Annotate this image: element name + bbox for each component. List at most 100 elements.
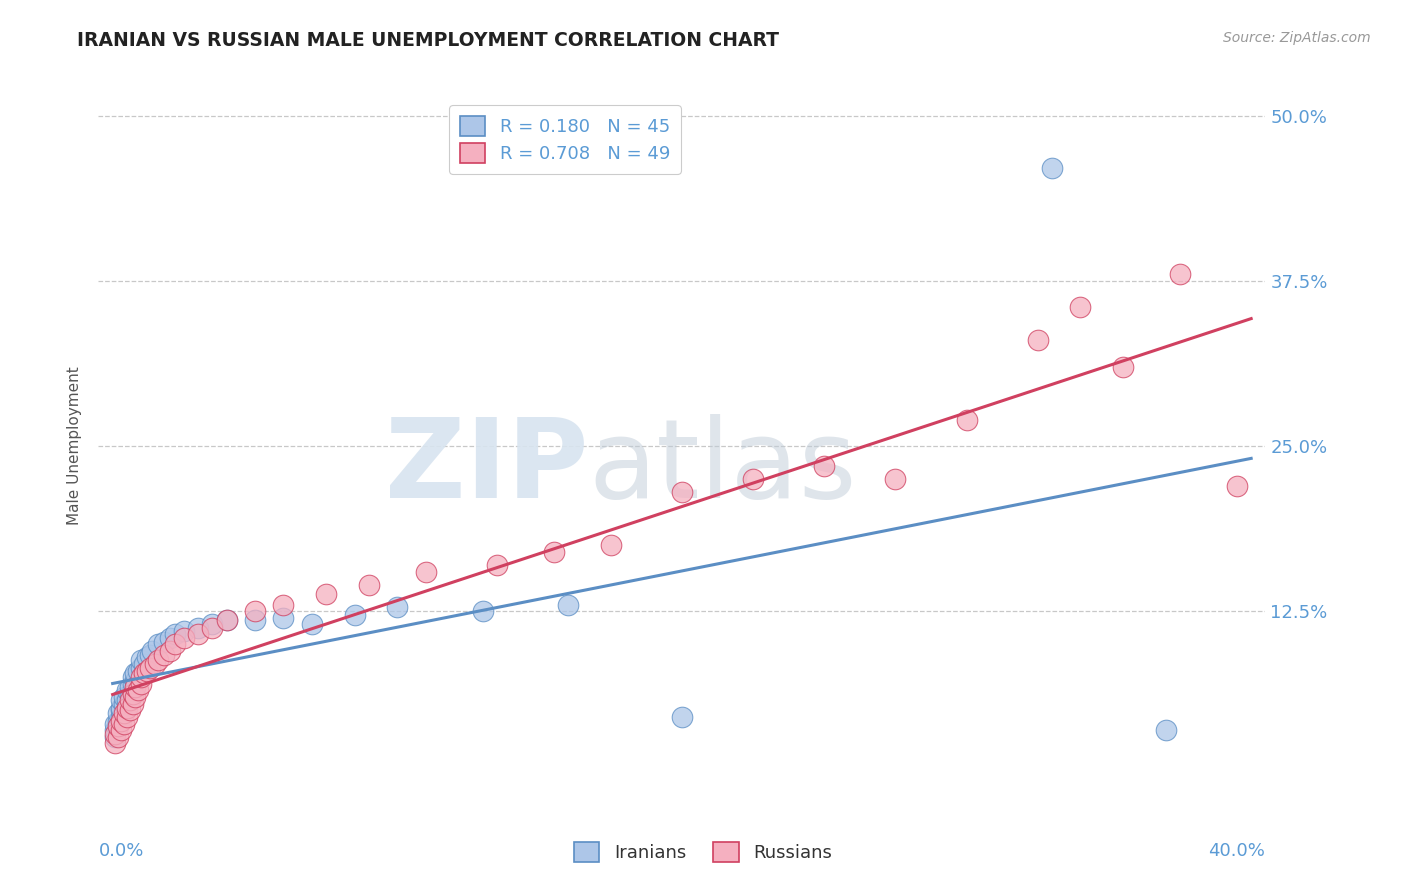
Point <box>1026 333 1049 347</box>
Text: Source: ZipAtlas.com: Source: ZipAtlas.com <box>1223 31 1371 45</box>
Point <box>159 631 181 645</box>
Point <box>121 688 143 702</box>
Point <box>107 719 129 733</box>
Text: ZIP: ZIP <box>385 414 589 521</box>
Point <box>115 700 138 714</box>
Point <box>201 621 224 635</box>
Point <box>143 657 166 671</box>
Point <box>118 688 141 702</box>
Point <box>118 703 141 717</box>
Point <box>110 714 132 728</box>
Point <box>215 614 238 628</box>
Point <box>110 692 132 706</box>
Point <box>110 700 132 714</box>
Point <box>127 683 149 698</box>
Point <box>129 661 152 675</box>
Point <box>115 683 138 698</box>
Point <box>121 677 143 691</box>
Point <box>671 710 693 724</box>
Point <box>121 670 143 684</box>
Point <box>104 730 127 744</box>
Point <box>112 706 135 720</box>
Point <box>107 719 129 733</box>
Point <box>215 614 238 628</box>
Point <box>315 587 337 601</box>
Legend: R = 0.180   N = 45, R = 0.708   N = 49: R = 0.180 N = 45, R = 0.708 N = 49 <box>450 105 681 174</box>
Point <box>118 680 141 694</box>
Point <box>127 664 149 678</box>
Point <box>1069 300 1091 314</box>
Point <box>1040 161 1063 176</box>
Point <box>671 485 693 500</box>
Point <box>115 710 138 724</box>
Text: 0.0%: 0.0% <box>98 842 143 860</box>
Legend: Iranians, Russians: Iranians, Russians <box>567 835 839 870</box>
Point <box>107 706 129 720</box>
Point <box>884 472 907 486</box>
Point <box>1226 478 1249 492</box>
Point <box>485 558 508 572</box>
Point <box>132 657 155 671</box>
Point <box>387 600 409 615</box>
Text: 40.0%: 40.0% <box>1209 842 1265 860</box>
Point <box>173 624 195 638</box>
Point <box>129 677 152 691</box>
Y-axis label: Male Unemployment: Male Unemployment <box>67 367 83 525</box>
Point <box>118 692 141 706</box>
Point <box>112 697 135 711</box>
Point <box>110 710 132 724</box>
Point <box>124 674 146 689</box>
Point <box>273 598 295 612</box>
Point <box>104 716 127 731</box>
Text: IRANIAN VS RUSSIAN MALE UNEMPLOYMENT CORRELATION CHART: IRANIAN VS RUSSIAN MALE UNEMPLOYMENT COR… <box>77 31 779 50</box>
Point <box>301 617 323 632</box>
Point <box>129 653 152 667</box>
Point <box>273 611 295 625</box>
Point <box>471 604 494 618</box>
Point <box>121 697 143 711</box>
Point <box>135 650 157 665</box>
Point <box>415 565 437 579</box>
Point <box>138 648 160 662</box>
Point <box>153 634 176 648</box>
Point <box>112 690 135 704</box>
Point <box>110 723 132 738</box>
Point <box>955 412 977 426</box>
Point <box>557 598 579 612</box>
Point <box>742 472 765 486</box>
Point <box>1168 267 1191 281</box>
Point <box>599 538 621 552</box>
Point <box>148 653 170 667</box>
Point <box>107 730 129 744</box>
Point <box>165 637 187 651</box>
Point <box>153 648 176 662</box>
Point <box>543 545 565 559</box>
Point <box>357 578 380 592</box>
Point <box>110 703 132 717</box>
Point <box>201 617 224 632</box>
Point <box>141 644 163 658</box>
Point <box>187 621 209 635</box>
Point <box>124 680 146 694</box>
Point <box>187 626 209 640</box>
Point <box>132 666 155 681</box>
Point <box>115 692 138 706</box>
Point <box>124 690 146 704</box>
Point <box>173 631 195 645</box>
Point <box>112 716 135 731</box>
Point <box>104 727 127 741</box>
Point <box>135 664 157 678</box>
Point <box>107 714 129 728</box>
Point <box>104 723 127 738</box>
Point <box>343 608 366 623</box>
Point <box>813 458 835 473</box>
Point <box>1154 723 1177 738</box>
Point <box>104 736 127 750</box>
Point <box>129 670 152 684</box>
Point <box>1112 359 1135 374</box>
Point <box>148 637 170 651</box>
Point <box>243 614 266 628</box>
Point <box>159 644 181 658</box>
Point <box>243 604 266 618</box>
Point <box>138 661 160 675</box>
